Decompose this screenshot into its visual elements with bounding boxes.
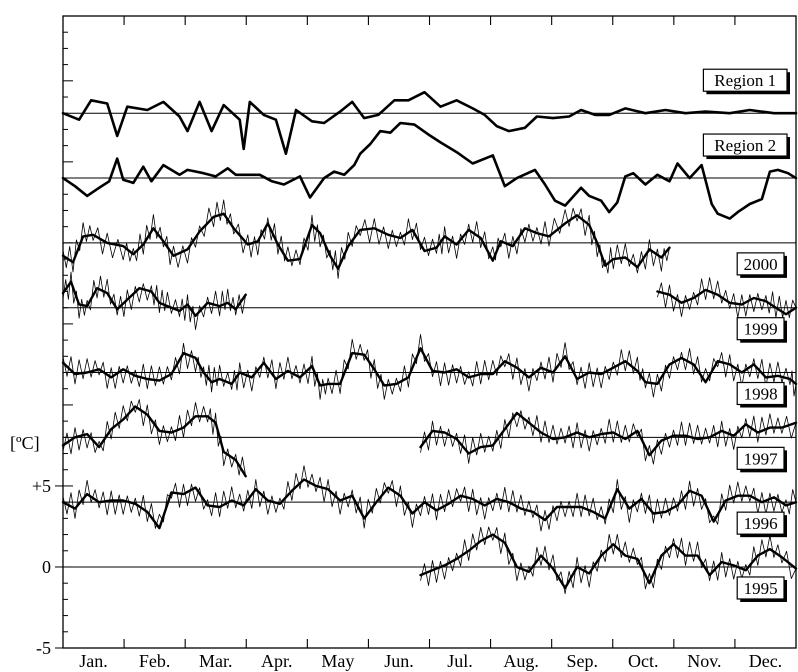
series-smoothed-line bbox=[61, 212, 671, 270]
label-frame bbox=[736, 381, 785, 406]
series-smoothed-line bbox=[419, 533, 798, 590]
month-label: Jan. bbox=[79, 651, 108, 671]
series-label-box: 1996 bbox=[736, 511, 787, 538]
series-label-box: 1998 bbox=[736, 381, 787, 408]
label-frame bbox=[736, 446, 785, 470]
label-frame bbox=[736, 317, 785, 341]
series-raw-line bbox=[62, 465, 797, 532]
series-raw-line bbox=[62, 199, 670, 279]
month-label: Dec. bbox=[749, 651, 782, 671]
series-label: 1999 bbox=[744, 320, 778, 339]
month-label: Oct. bbox=[628, 651, 659, 671]
y-axis-label: [ºC] bbox=[10, 433, 40, 453]
month-label: Feb. bbox=[139, 651, 171, 671]
month-label: May bbox=[321, 651, 354, 671]
series-label-box: Region 2 bbox=[702, 133, 790, 160]
series-smoothed-line bbox=[61, 478, 798, 530]
series-label: Region 1 bbox=[714, 71, 776, 90]
label-frame bbox=[702, 133, 788, 157]
series-smoothed-line bbox=[61, 347, 798, 387]
series-label-box: Region 1 bbox=[702, 68, 790, 95]
series-label: Region 2 bbox=[714, 136, 776, 155]
series-raw-line bbox=[420, 526, 797, 595]
y-tick-label: 0 bbox=[42, 557, 51, 577]
series-label-box: 2000 bbox=[736, 252, 787, 278]
label-frame bbox=[736, 576, 785, 600]
series-labels: Region 1 Region 2 2000 1999 1998 1997 1996 1995 bbox=[702, 68, 790, 602]
series-label: 1998 bbox=[744, 385, 778, 404]
axis-ticks bbox=[63, 15, 736, 649]
series-line bbox=[61, 121, 798, 220]
month-label: Nov. bbox=[687, 651, 721, 671]
y-tick-label: +5 bbox=[32, 476, 51, 496]
month-label: Jun. bbox=[384, 651, 414, 671]
series-label: 1996 bbox=[744, 514, 778, 533]
month-label: Apr. bbox=[261, 651, 293, 671]
month-labels: Jan. Feb. Mar. Apr. May Jun. Jul. Aug. Sep. Oct. N… bbox=[79, 651, 782, 671]
series-smoothed-line bbox=[61, 405, 247, 478]
series-raw-line bbox=[62, 333, 797, 400]
month-label: Aug. bbox=[503, 651, 539, 671]
label-frame bbox=[702, 68, 788, 92]
label-frame bbox=[736, 511, 785, 535]
month-label: Jul. bbox=[447, 651, 473, 671]
series-label: 1995 bbox=[744, 579, 778, 598]
series-label: 2000 bbox=[744, 255, 778, 274]
y-tick-label: -5 bbox=[36, 638, 51, 658]
y-tick-labels: +5 0 -5 bbox=[32, 476, 63, 658]
series-label-box: 1995 bbox=[736, 576, 787, 602]
series-smoothed-line bbox=[61, 280, 247, 317]
series-smoothed-line bbox=[656, 288, 798, 316]
series-label-box: 1999 bbox=[736, 317, 787, 343]
series-label: 1997 bbox=[744, 449, 779, 468]
series-raw-line bbox=[657, 277, 797, 319]
label-frame bbox=[736, 252, 785, 276]
series-line bbox=[61, 90, 798, 155]
series-raw-line bbox=[420, 410, 797, 465]
series-baselines bbox=[63, 112, 796, 568]
series-raw-line bbox=[62, 399, 247, 477]
month-label: Sep. bbox=[566, 651, 598, 671]
series-label-box: 1997 bbox=[736, 446, 787, 473]
month-label: Mar. bbox=[199, 651, 233, 671]
series-smoothed-line bbox=[419, 411, 798, 457]
series-lines bbox=[61, 90, 798, 595]
